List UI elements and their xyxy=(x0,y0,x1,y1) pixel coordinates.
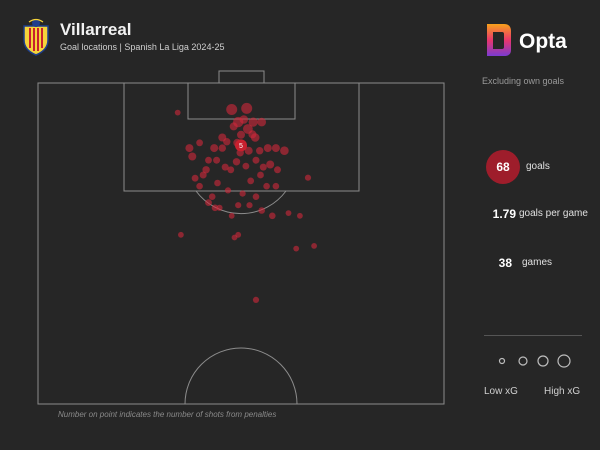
goal-point xyxy=(185,144,194,153)
goal-point xyxy=(229,122,238,131)
goal-point xyxy=(174,109,181,116)
xg-size-legend xyxy=(498,354,571,368)
goal-point xyxy=(280,146,289,155)
legend-circle-l xyxy=(557,354,571,368)
legend-divider xyxy=(484,335,582,336)
goal-point xyxy=(196,182,203,190)
goal-point xyxy=(205,199,212,207)
goal-point xyxy=(304,174,312,181)
goal-point xyxy=(297,212,303,219)
goal-point xyxy=(214,179,221,187)
goal-point xyxy=(235,202,242,209)
goal-point xyxy=(235,231,242,238)
goal-point xyxy=(213,156,221,164)
goal-point xyxy=(248,117,258,127)
legend-circle-xs xyxy=(498,357,506,365)
goal-point xyxy=(257,117,267,127)
goal-point xyxy=(241,102,253,114)
goals-count-badge: 68 xyxy=(486,150,520,184)
goal-point xyxy=(224,187,232,194)
goals-per-game-label: goals per game xyxy=(519,208,588,219)
goal-point xyxy=(216,204,223,211)
goal-point xyxy=(244,146,253,155)
goal-point xyxy=(205,156,212,164)
team-name: Villarreal xyxy=(60,20,132,39)
goal-point xyxy=(223,138,231,146)
goal-point xyxy=(271,144,280,153)
goal-point xyxy=(178,231,184,238)
brand-name: Opta xyxy=(519,30,567,53)
goal-point xyxy=(226,104,238,115)
goals-label: goals xyxy=(526,161,550,172)
games-value: 38 xyxy=(498,256,512,270)
goal-point xyxy=(237,130,245,139)
penalty-footnote: Number on point indicates the number of … xyxy=(58,410,277,419)
goal-point xyxy=(256,147,264,155)
opta-logo-icon: Opta xyxy=(487,24,567,56)
goal-point xyxy=(191,174,199,182)
goal-point xyxy=(263,144,272,153)
goal-point xyxy=(247,177,255,185)
goal-point xyxy=(266,160,275,169)
chart-subtitle: Goal locations | Spanish La Liga 2024-25 xyxy=(60,42,225,52)
goal-point xyxy=(242,162,250,170)
goal-point xyxy=(285,210,292,217)
goal-point xyxy=(188,152,197,161)
exclusion-note: Excluding own goals xyxy=(482,76,565,86)
goal-point xyxy=(199,171,207,179)
goal-point xyxy=(239,190,246,197)
villarreal-crest-icon xyxy=(23,18,49,56)
goal-point xyxy=(232,158,241,166)
goal-point xyxy=(259,163,267,171)
goal-point xyxy=(248,130,257,139)
goal-point xyxy=(246,202,253,209)
goal-point xyxy=(293,245,300,252)
goal-point xyxy=(311,243,317,249)
goal-point xyxy=(252,296,260,303)
goal-point xyxy=(274,166,281,174)
goal-point xyxy=(263,182,270,190)
penalty-arc xyxy=(195,190,287,215)
goal-frame xyxy=(218,70,265,84)
goal-point xyxy=(218,144,226,152)
games-label: games xyxy=(522,257,553,268)
six-yard-box xyxy=(187,82,296,120)
legend-circle-m xyxy=(537,355,549,367)
goals-per-game-value: 1.79 xyxy=(492,207,516,221)
goal-point xyxy=(208,193,216,200)
goal-point xyxy=(210,144,219,153)
goal-point xyxy=(252,193,260,200)
legend-low-label: Low xG xyxy=(484,386,518,397)
goal-point xyxy=(269,212,276,220)
goal-point xyxy=(257,171,264,179)
goal-point xyxy=(221,163,229,171)
penalty-goals-point xyxy=(235,139,247,152)
goal-point xyxy=(258,207,266,214)
goal-point xyxy=(202,166,210,174)
legend-circle-s xyxy=(518,356,528,366)
centre-circle xyxy=(184,347,298,405)
penalty-count-label: 5 xyxy=(239,143,243,150)
goal-point xyxy=(239,115,249,124)
goal-point xyxy=(228,212,235,219)
goal-point xyxy=(211,204,219,212)
goal-point xyxy=(272,182,280,190)
goal-point xyxy=(227,166,235,174)
goal-point xyxy=(196,139,204,147)
goal-point xyxy=(252,156,260,164)
legend-high-label: High xG xyxy=(544,386,581,397)
